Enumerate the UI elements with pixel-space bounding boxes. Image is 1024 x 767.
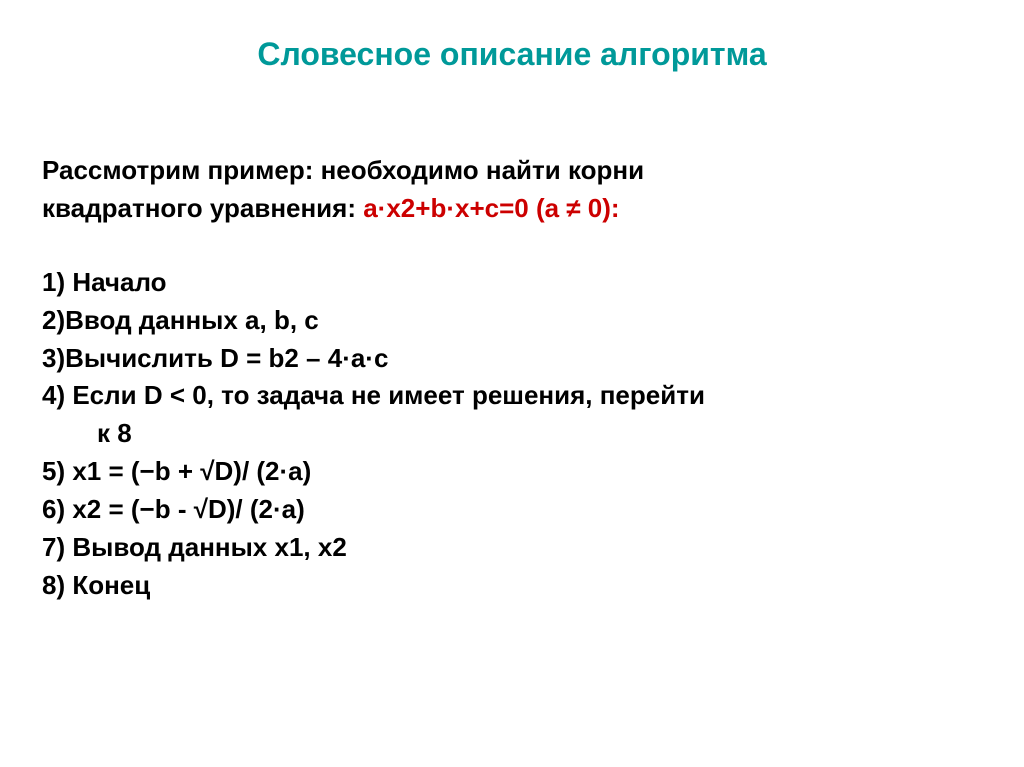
slide-title: Словесное описание алгоритма <box>40 36 984 73</box>
step-7: 7) Вывод данных x1, x2 <box>42 530 984 566</box>
step-1: 1) Начало <box>42 265 984 301</box>
step-8: 8) Конец <box>42 568 984 604</box>
step-5: 5) x1 = (−b + √D)/ (2·a) <box>42 454 984 490</box>
intro-line-2: квадратного уравнения: a·x2+b·x+c=0 (a ≠… <box>42 191 984 227</box>
step-4a: 4) Если D < 0, то задача не имеет решени… <box>42 378 984 414</box>
slide-container: Словесное описание алгоритма Рассмотрим … <box>0 0 1024 767</box>
intro-equation: a·x2+b·x+c=0 (a ≠ 0): <box>363 193 619 223</box>
intro-line-1: Рассмотрим пример: необходимо найти корн… <box>42 153 984 189</box>
paragraph-spacer <box>42 229 984 265</box>
step-4b: к 8 <box>42 416 984 452</box>
intro-line-2-plain: квадратного уравнения: <box>42 193 363 223</box>
step-6: 6) x2 = (−b - √D)/ (2·a) <box>42 492 984 528</box>
step-3: 3)Вычислить D = b2 – 4·a·c <box>42 341 984 377</box>
slide-content: Рассмотрим пример: необходимо найти корн… <box>40 153 984 604</box>
step-2: 2)Ввод данных a, b, c <box>42 303 984 339</box>
